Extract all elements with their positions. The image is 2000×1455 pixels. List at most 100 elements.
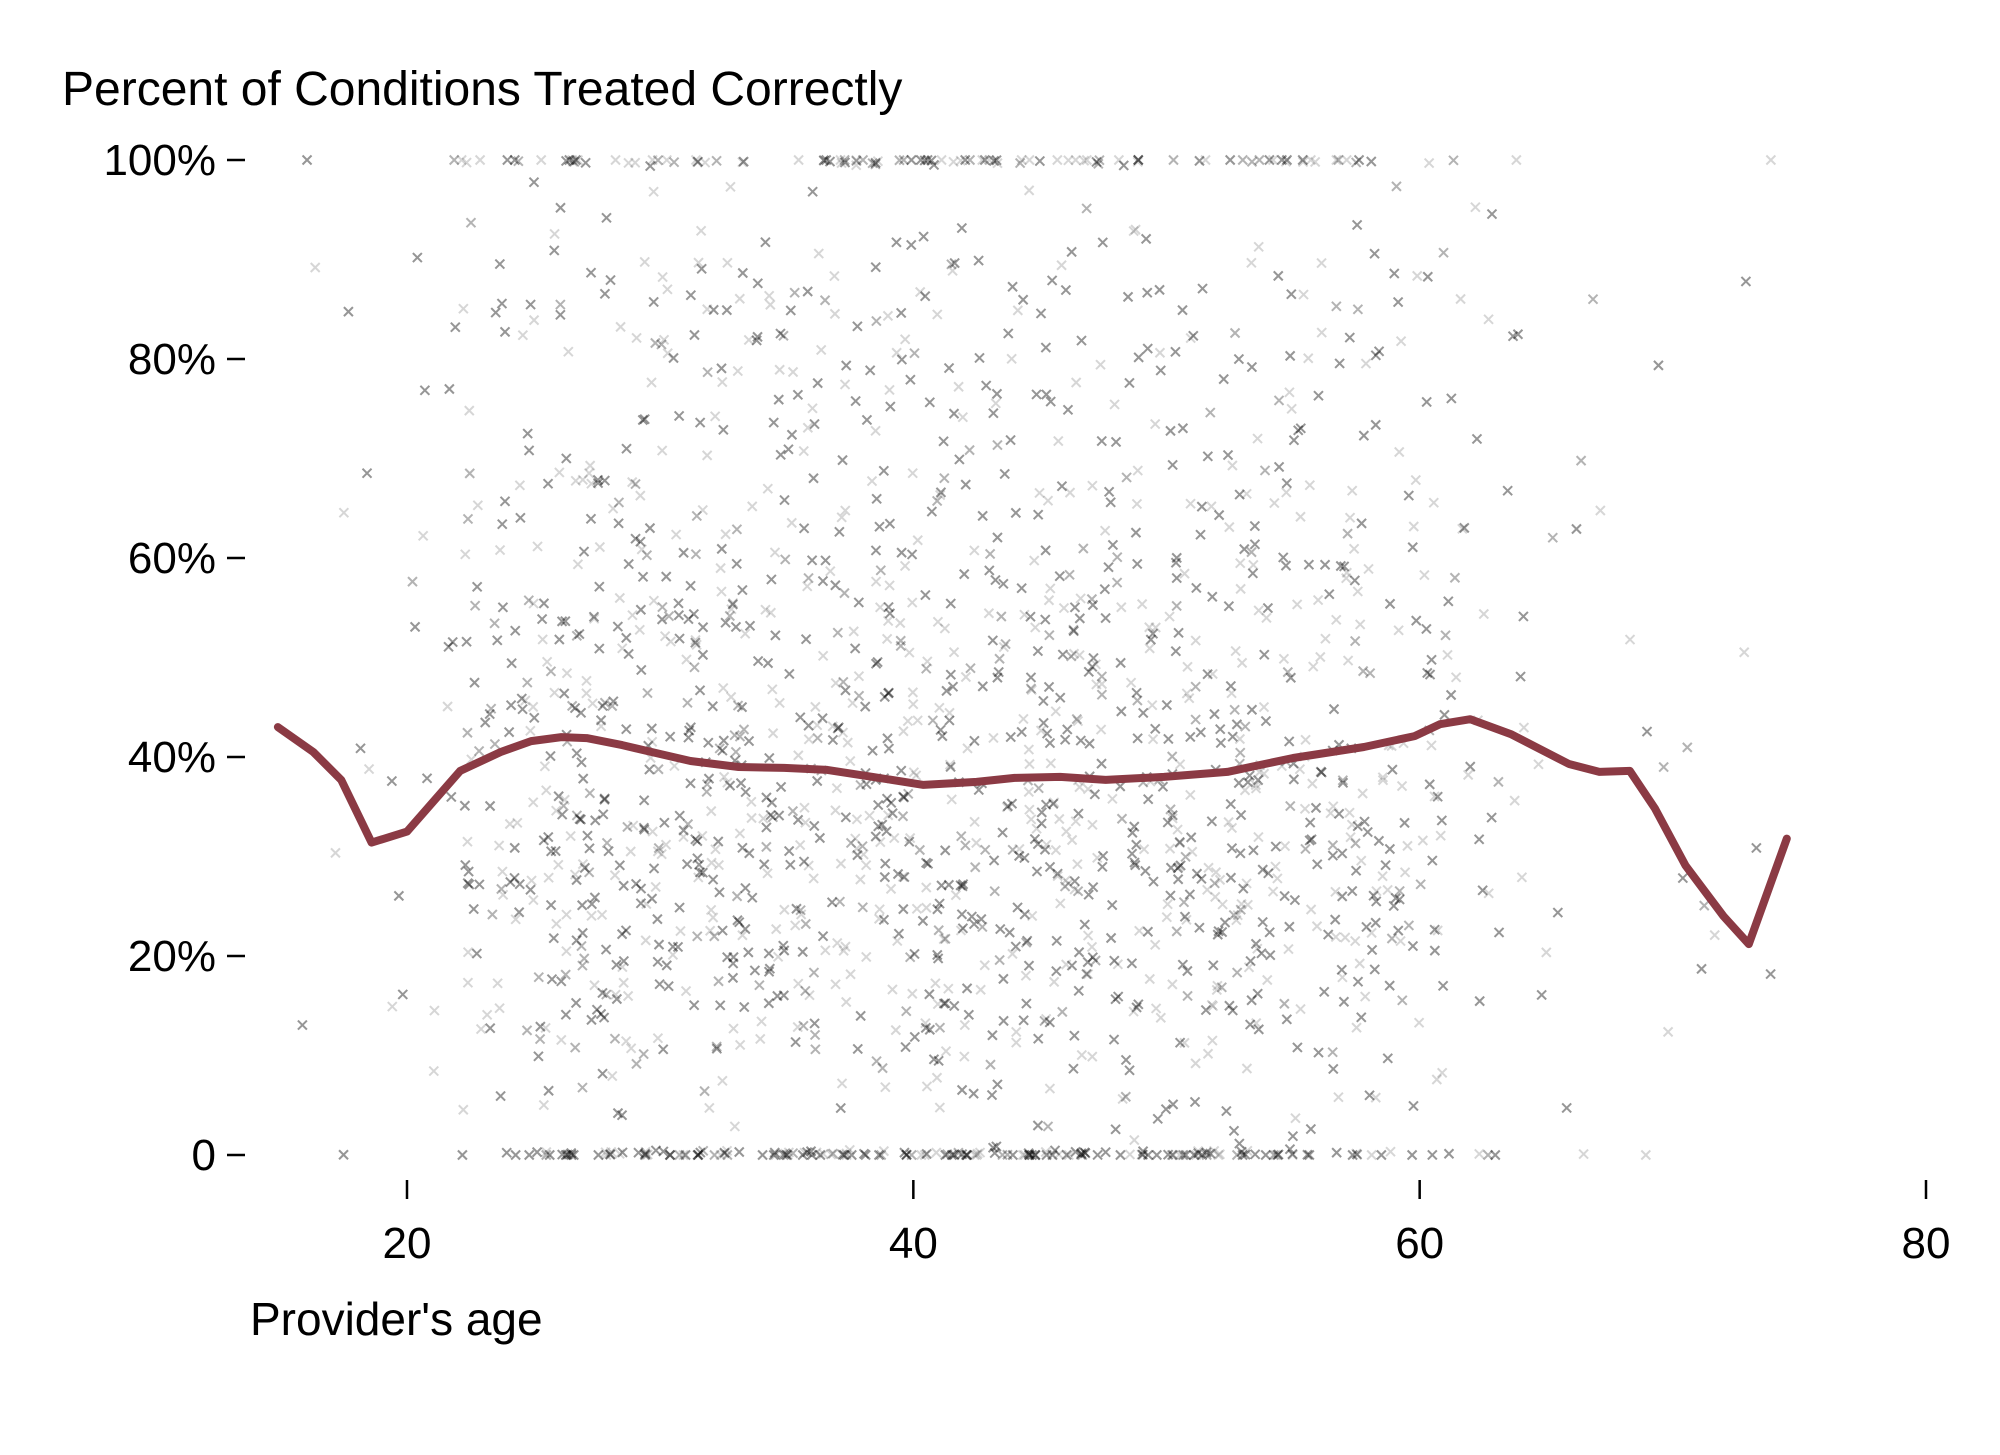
scatter-point (1196, 1149, 1208, 1161)
scatter-point (1331, 154, 1342, 166)
scatter-point (695, 225, 707, 236)
scatter-point (1132, 733, 1143, 744)
scatter-point (1066, 246, 1077, 258)
scatter-point (599, 794, 610, 805)
scatter-point (1034, 155, 1046, 167)
scatter-point (1280, 560, 1292, 571)
scatter-point (1172, 824, 1183, 835)
scatter-point (1025, 672, 1037, 683)
scatter-point (1108, 1034, 1120, 1045)
scatter-point (1087, 599, 1099, 611)
scatter-point (1304, 817, 1316, 828)
scatter-point (1042, 1121, 1054, 1132)
scatter-point (1207, 1035, 1218, 1046)
scatter-point (815, 1149, 826, 1161)
scatter-point (945, 669, 957, 680)
scatter-point (604, 1148, 616, 1160)
scatter-point (527, 701, 539, 713)
scatter-point (471, 581, 483, 593)
scatter-point (448, 154, 460, 166)
scatter-point (1049, 1145, 1061, 1156)
scatter-point (1111, 577, 1123, 588)
scatter-point (656, 614, 668, 625)
scatter-point (800, 634, 812, 645)
scatter-point (581, 675, 592, 687)
scatter-point (685, 778, 696, 789)
scatter-point (1018, 1015, 1029, 1026)
scatter-point (653, 939, 665, 950)
scatter-point (766, 574, 777, 585)
scatter-point (1292, 1042, 1303, 1053)
scatter-point (955, 880, 966, 891)
scatter-point (870, 576, 882, 587)
scatter-point (1493, 927, 1505, 938)
scatter-point (817, 575, 829, 587)
scatter-point (735, 777, 747, 789)
scatter-point (1344, 332, 1355, 343)
scatter-point (998, 578, 1009, 590)
scatter-point (1228, 1125, 1240, 1136)
scatter-point (409, 621, 421, 633)
scatter-point (1552, 907, 1564, 918)
scatter-point (809, 418, 820, 430)
scatter-point (509, 154, 521, 166)
scatter-point (661, 154, 673, 166)
scatter-point (1213, 509, 1225, 521)
scatter-point (553, 791, 564, 802)
scatter-point (1281, 477, 1293, 489)
scatter-point (845, 837, 857, 849)
scatter-point (988, 408, 999, 419)
scatter-point (956, 1084, 968, 1096)
scatter-point (1285, 672, 1297, 683)
scatter-point (711, 155, 722, 166)
scatter-point (1658, 761, 1669, 773)
scatter-point (697, 867, 709, 878)
scatter-point (560, 1009, 572, 1020)
scatter-point (1477, 885, 1488, 896)
scatter-point (1066, 246, 1077, 258)
scatter-point (707, 701, 718, 712)
scatter-point (1194, 922, 1205, 933)
scatter-point (935, 487, 947, 498)
scatter-point (663, 611, 675, 622)
scatter-point (330, 847, 341, 859)
scatter-point (1270, 1149, 1281, 1161)
scatter-point (588, 613, 600, 624)
scatter-point (1075, 1149, 1087, 1160)
scatter-point (798, 445, 809, 457)
scatter-point (1226, 842, 1238, 854)
scatter-point (650, 1145, 662, 1156)
scatter-point (545, 666, 557, 677)
scatter-point (607, 503, 619, 514)
scatter-point (994, 653, 1005, 664)
scatter-point (803, 572, 814, 584)
scatter-point (688, 608, 700, 620)
scatter-point (1026, 910, 1038, 922)
scatter-point (1640, 1149, 1652, 1161)
scatter-point (992, 532, 1003, 543)
scatter-point (590, 815, 601, 826)
scatter-point (1233, 777, 1245, 789)
scatter-point (999, 468, 1010, 480)
scatter-point (650, 337, 661, 349)
scatter-point (839, 587, 850, 599)
scatter-point (1165, 425, 1176, 437)
scatter-point (1216, 926, 1228, 938)
scatter-point (715, 562, 726, 574)
scatter-point (1171, 600, 1182, 612)
scatter-point (657, 601, 668, 613)
scatter-point (692, 853, 703, 864)
scatter-point (461, 157, 472, 168)
scatter-point (945, 669, 957, 680)
scatter-point (694, 417, 706, 428)
scatter-point (641, 550, 653, 561)
scatter-point (1070, 1146, 1081, 1158)
scatter-point (692, 853, 703, 864)
scatter-point (393, 890, 405, 902)
scatter-point (558, 688, 570, 699)
scatter-point (768, 1149, 780, 1161)
scatter-point (984, 548, 996, 560)
scatter-point (694, 867, 706, 878)
scatter-point (1142, 287, 1153, 298)
scatter-point (484, 1023, 496, 1034)
